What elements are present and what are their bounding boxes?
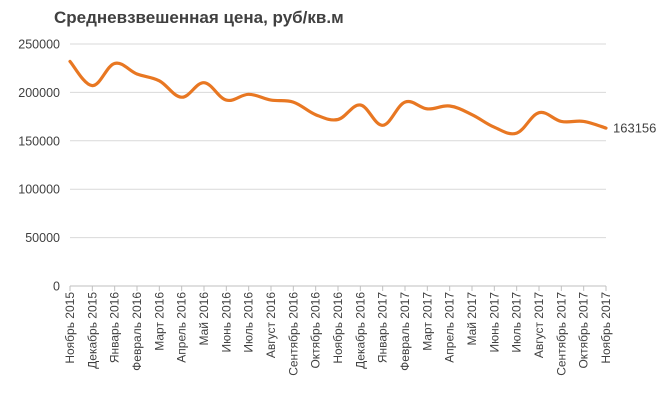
x-tick-label: Январь 2016 [108, 292, 122, 363]
x-tick-label: Август 2016 [264, 292, 278, 358]
x-tick-label: Февраль 2017 [398, 292, 412, 371]
x-tick-label: Ноябрь 2016 [331, 292, 345, 364]
x-tick-label: Апрель 2017 [443, 292, 457, 363]
x-tick-label: Декабрь 2016 [353, 292, 367, 369]
x-tick-label: Октябрь 2017 [577, 292, 591, 369]
y-tick-label: 100000 [18, 183, 60, 197]
x-tick-label: Декабрь 2015 [85, 292, 99, 369]
y-tick-label: 50000 [25, 231, 60, 245]
y-tick-label: 250000 [18, 38, 60, 52]
x-tick-label: Ноябрь 2015 [63, 292, 77, 364]
x-tick-label: Апрель 2016 [175, 292, 189, 363]
end-data-label: 163156 [613, 121, 656, 136]
y-tick-label: 200000 [18, 86, 60, 100]
x-tick-label: Январь 2017 [376, 292, 390, 363]
x-tick-label: Май 2016 [197, 292, 211, 346]
x-tick-label: Сентябрь 2016 [286, 292, 300, 376]
y-tick-label: 150000 [18, 134, 60, 148]
x-tick-label: Июнь 2016 [219, 292, 233, 353]
x-tick-label: Октябрь 2016 [309, 292, 323, 369]
x-tick-label: Ноябрь 2017 [599, 292, 613, 364]
x-tick-label: Март 2016 [152, 292, 166, 351]
x-tick-label: Февраль 2016 [130, 292, 144, 371]
series-line [68, 59, 608, 136]
y-tick-label: 0 [53, 280, 60, 294]
x-tick-label: Март 2017 [420, 292, 434, 351]
x-tick-label: Июль 2016 [242, 292, 256, 353]
x-tick-label: Июнь 2017 [487, 292, 501, 353]
chart-title: Средневзвешенная цена, руб/кв.м [54, 8, 344, 27]
x-tick-label: Август 2017 [532, 292, 546, 358]
x-tick-label: Сентябрь 2017 [554, 292, 568, 376]
x-tick-label: Май 2017 [465, 292, 479, 346]
x-tick-label: Июль 2017 [510, 292, 524, 353]
